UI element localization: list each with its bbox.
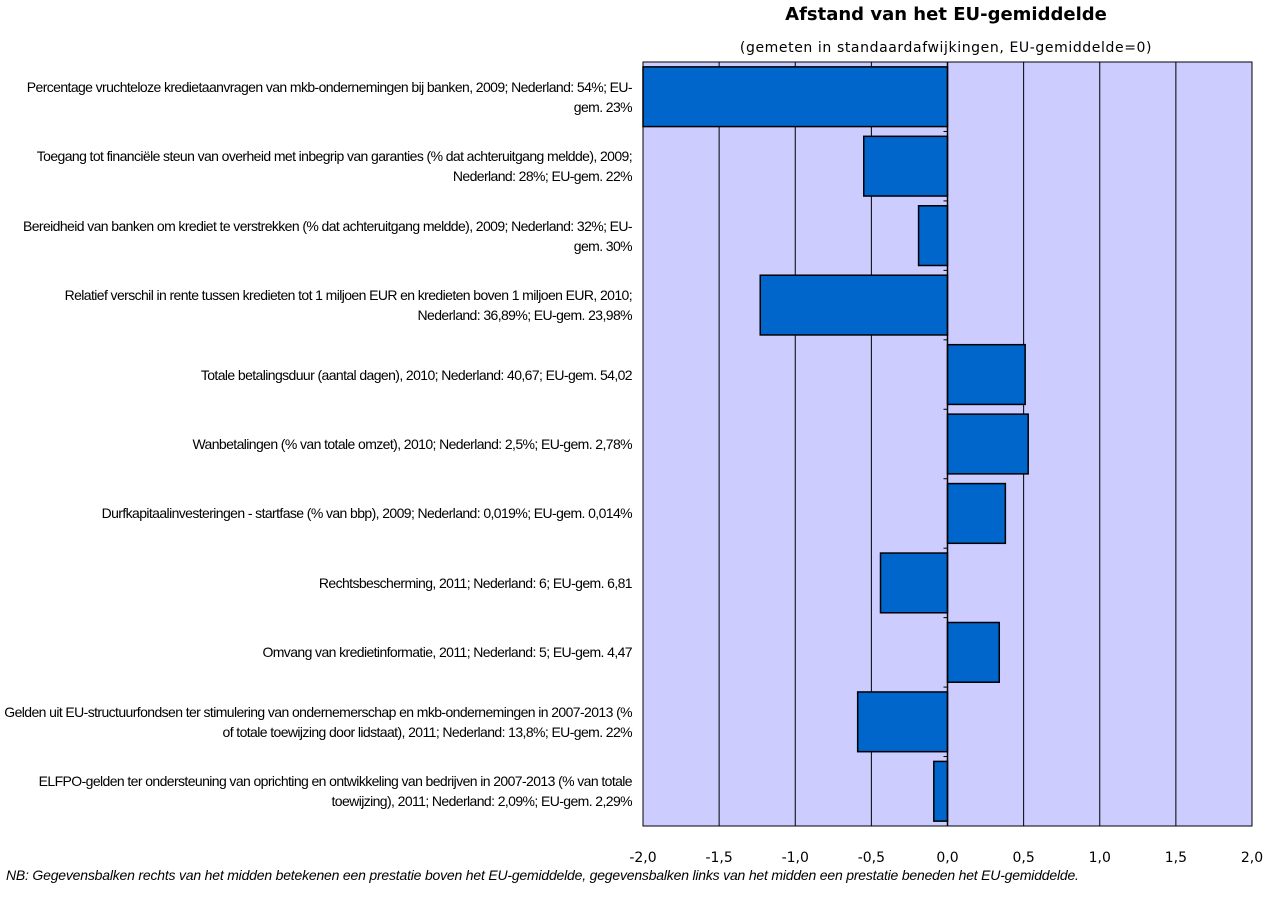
category-label: Percentage vruchteloze kredietaanvragen … xyxy=(26,78,633,115)
x-tick-label: -0,5 xyxy=(858,850,885,866)
bar xyxy=(933,760,949,822)
bar xyxy=(946,482,1007,545)
category-label-box: Omvang van kredietinformatie, 2011; Nede… xyxy=(0,618,632,687)
category-label: Rechtsbescherming, 2011; Nederland: 6; E… xyxy=(318,574,633,591)
category-label: ELFPO-gelden ter ondersteuning van opric… xyxy=(38,773,633,810)
category-label-box: Relatief verschil in rente tussen kredie… xyxy=(0,270,633,339)
category-label: Totale betalingsduur (aantal dagen), 201… xyxy=(200,366,633,383)
bar xyxy=(856,691,949,753)
x-tick-label: 0,5 xyxy=(1012,850,1034,866)
bar xyxy=(863,135,949,197)
category-label-box: Percentage vruchteloze kredietaanvragen … xyxy=(0,62,633,131)
bar xyxy=(946,343,1026,406)
category-label-box: Toegang tot financiële steun van overhei… xyxy=(0,131,633,200)
x-tick-label: 2,0 xyxy=(1241,850,1263,866)
x-tick-label: 0,0 xyxy=(936,850,958,866)
x-tick-label: -2,0 xyxy=(629,850,656,866)
category-label-box: Bereidheid van banken om krediet te vers… xyxy=(0,201,633,270)
bar xyxy=(879,552,949,614)
bar xyxy=(759,274,949,336)
category-label: Bereidheid van banken om krediet te vers… xyxy=(22,217,633,254)
category-label-box: Gelden uit EU-structuurfondsen ter stimu… xyxy=(0,687,632,756)
category-label: Toegang tot financiële steun van overhei… xyxy=(36,148,633,185)
x-tick-label: -1,5 xyxy=(705,850,732,866)
x-tick-label: 1,0 xyxy=(1089,850,1111,866)
bar xyxy=(946,621,1001,683)
chart-title: Afstand van het EU-gemiddelde xyxy=(785,4,1107,25)
category-label: Omvang van kredietinformatie, 2011; Nede… xyxy=(262,644,632,661)
category-label-box: Wanbetalingen (% van totale omzet), 2010… xyxy=(0,409,632,478)
category-label: Relatief verschil in rente tussen kredie… xyxy=(64,287,633,324)
bar xyxy=(946,413,1029,475)
footnote: NB: Gegevensbalken rechts van het midden… xyxy=(6,867,1079,883)
category-label: Durfkapitaalinvesteringen - startfase (%… xyxy=(101,505,633,522)
category-label: Gelden uit EU-structuurfondsen ter stimu… xyxy=(4,703,632,740)
category-label-box: Rechtsbescherming, 2011; Nederland: 6; E… xyxy=(0,548,633,617)
category-label-box: Totale betalingsduur (aantal dagen), 201… xyxy=(0,340,633,409)
category-label: Wanbetalingen (% van totale omzet), 2010… xyxy=(192,435,632,452)
bar xyxy=(642,66,949,128)
chart-subtitle: (gemeten in standaardafwijkingen, EU-gem… xyxy=(739,40,1153,56)
category-label-box: ELFPO-gelden ter ondersteuning van opric… xyxy=(0,757,633,826)
x-tick-label: 1,5 xyxy=(1165,850,1187,866)
x-tick-label: -1,0 xyxy=(782,850,809,866)
category-label-box: Durfkapitaalinvesteringen - startfase (%… xyxy=(0,479,633,548)
bar xyxy=(917,205,949,267)
